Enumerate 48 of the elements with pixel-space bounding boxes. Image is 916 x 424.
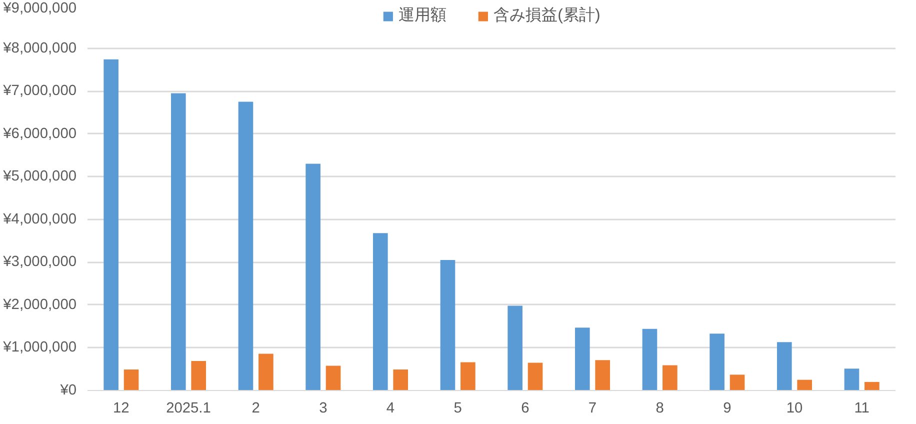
y-tick-label: ¥8,000,000 xyxy=(2,40,77,56)
bar xyxy=(797,380,812,390)
bar xyxy=(440,260,456,390)
x-tick-label: 8 xyxy=(656,400,664,416)
x-tick-label: 12 xyxy=(113,400,130,416)
bar xyxy=(864,382,880,390)
x-tick-label: 9 xyxy=(723,400,732,416)
bar xyxy=(104,59,118,390)
bar xyxy=(595,360,610,390)
bar xyxy=(574,328,590,390)
bar xyxy=(508,306,522,390)
bar xyxy=(730,374,745,390)
x-tick-label: 5 xyxy=(454,400,462,416)
bar xyxy=(776,342,792,390)
y-tick-label: ¥4,000,000 xyxy=(2,211,77,228)
x-tick-label: 6 xyxy=(521,400,530,416)
bar xyxy=(258,354,274,390)
y-tick-label: ¥1,000,000 xyxy=(2,340,77,356)
bar xyxy=(528,362,543,390)
y-tick-label: ¥3,000,000 xyxy=(2,254,77,270)
y-tick-label: ¥6,000,000 xyxy=(2,126,77,142)
bar xyxy=(170,93,186,390)
x-tick-label: 2 xyxy=(252,400,260,416)
bar xyxy=(710,334,724,390)
x-tick-label: 4 xyxy=(386,400,395,416)
bar xyxy=(642,328,658,390)
x-tick-label: 10 xyxy=(786,400,803,416)
bar xyxy=(191,360,206,390)
bar xyxy=(460,362,476,390)
y-tick-label: ¥9,000,000 xyxy=(2,0,77,16)
bar xyxy=(326,366,341,390)
bar xyxy=(124,370,139,390)
bar xyxy=(306,164,320,390)
x-tick-label: 2025.1 xyxy=(166,400,211,416)
bar xyxy=(372,233,388,390)
x-tick-label: 7 xyxy=(588,400,597,416)
y-tick-label: ¥2,000,000 xyxy=(2,296,77,313)
bar xyxy=(393,370,408,390)
bar xyxy=(844,368,860,390)
y-tick-label: ¥7,000,000 xyxy=(2,83,77,100)
x-tick-label: 11 xyxy=(854,400,870,416)
legend-label: 含み損益(累計) xyxy=(494,6,600,26)
bar xyxy=(662,365,678,390)
y-tick-label: ¥0 xyxy=(59,382,77,398)
bar xyxy=(238,102,254,390)
x-tick-label: 3 xyxy=(319,400,328,416)
legend-label: 運用額 xyxy=(398,6,447,26)
y-tick-label: ¥5,000,000 xyxy=(2,168,77,185)
